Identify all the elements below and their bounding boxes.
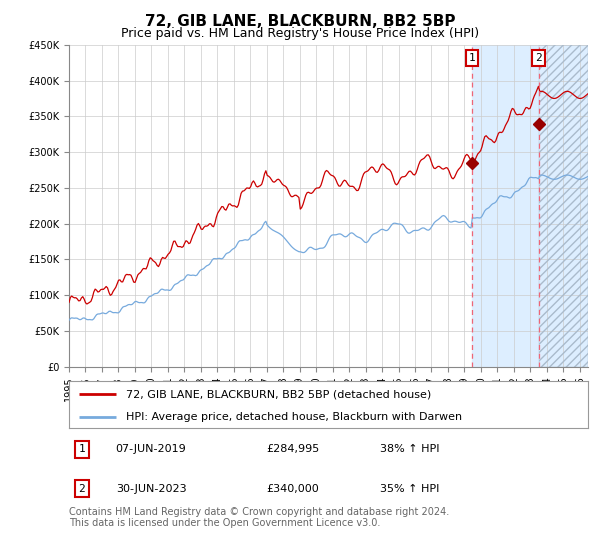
Text: Price paid vs. HM Land Registry's House Price Index (HPI): Price paid vs. HM Land Registry's House … xyxy=(121,27,479,40)
Text: 07-JUN-2019: 07-JUN-2019 xyxy=(116,445,187,454)
Text: 2: 2 xyxy=(535,53,542,63)
Text: 72, GIB LANE, BLACKBURN, BB2 5BP (detached house): 72, GIB LANE, BLACKBURN, BB2 5BP (detach… xyxy=(126,389,431,399)
Text: HPI: Average price, detached house, Blackburn with Darwen: HPI: Average price, detached house, Blac… xyxy=(126,412,462,422)
Text: 1: 1 xyxy=(79,445,85,454)
Text: 1: 1 xyxy=(469,53,475,63)
Bar xyxy=(539,45,588,367)
Bar xyxy=(472,45,539,367)
Text: 2: 2 xyxy=(79,484,85,493)
Text: £284,995: £284,995 xyxy=(266,445,319,454)
Text: Contains HM Land Registry data © Crown copyright and database right 2024.
This d: Contains HM Land Registry data © Crown c… xyxy=(69,507,449,529)
Text: 38% ↑ HPI: 38% ↑ HPI xyxy=(380,445,440,454)
Text: £340,000: £340,000 xyxy=(266,484,319,493)
Bar xyxy=(539,45,588,367)
Text: 30-JUN-2023: 30-JUN-2023 xyxy=(116,484,187,493)
Text: 35% ↑ HPI: 35% ↑ HPI xyxy=(380,484,440,493)
Text: 72, GIB LANE, BLACKBURN, BB2 5BP: 72, GIB LANE, BLACKBURN, BB2 5BP xyxy=(145,14,455,29)
